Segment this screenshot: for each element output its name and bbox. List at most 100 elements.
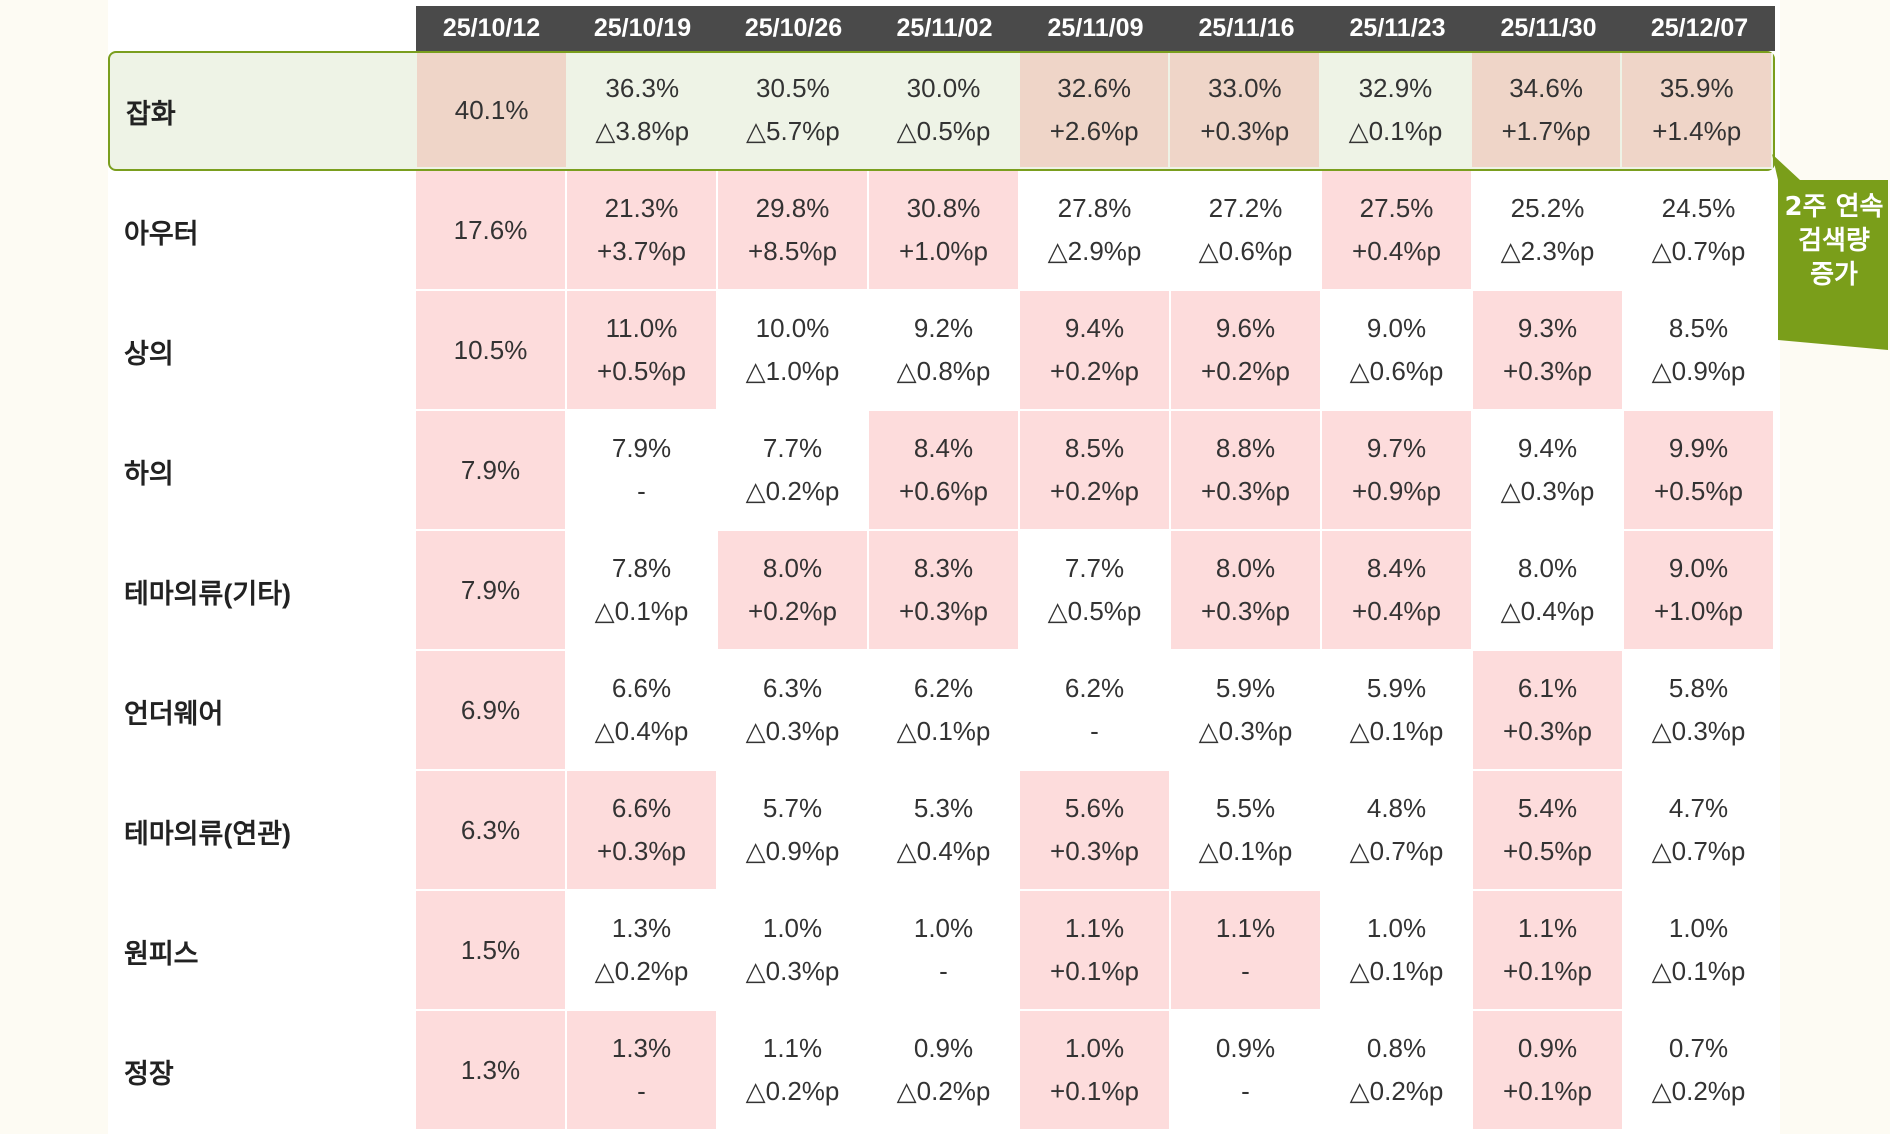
share-value: 5.5% — [1215, 793, 1276, 823]
change-value: +1.4%p — [1652, 116, 1742, 146]
change-value: △0.2%p — [896, 1076, 991, 1106]
change-value: △0.1%p — [1198, 836, 1293, 866]
value-cell: 33.0% +0.3%p — [1170, 53, 1322, 169]
change-value: +0.3%p — [1201, 596, 1290, 626]
share-value: 8.3% — [913, 553, 974, 583]
share-value: 27.2% — [1208, 193, 1283, 223]
value-cell: 9.2% △0.8%p — [869, 291, 1020, 411]
share-value: 4.7% — [1668, 793, 1729, 823]
share-value: 17.6% — [453, 214, 528, 245]
change-value: △0.6%p — [1349, 356, 1444, 386]
value-cell: 30.8% +1.0%p — [869, 171, 1020, 291]
share-value: 5.6% — [1064, 793, 1125, 823]
change-value: +0.3%p — [1200, 116, 1290, 146]
share-value: 1.1% — [762, 1033, 823, 1063]
value-cell: 4.7% △0.7%p — [1624, 771, 1775, 891]
change-value: △0.9%p — [1651, 356, 1746, 386]
change-value: +0.3%p — [1503, 356, 1592, 386]
date-header: 25/11/30 — [1500, 14, 1597, 42]
share-value: 30.8% — [906, 193, 981, 223]
share-value: 9.3% — [1517, 313, 1578, 343]
share-value: 9.0% — [1366, 313, 1427, 343]
value-cell: 0.7% △0.2%p — [1624, 1011, 1775, 1131]
value-cell: 21.3% +3.7%p — [567, 171, 718, 291]
change-value: △0.6%p — [1198, 236, 1293, 266]
share-value: 1.0% — [913, 913, 974, 943]
value-cell: 8.8% +0.3%p — [1171, 411, 1322, 531]
share-value: 7.9% — [460, 454, 521, 485]
callout-shape — [1772, 154, 1888, 350]
category-label: 잡화 — [126, 98, 176, 129]
change-value: △0.7%p — [1651, 236, 1746, 266]
share-value: 1.0% — [762, 913, 823, 943]
value-cell: 0.9% +0.1%p — [1473, 1011, 1624, 1131]
share-value: 9.4% — [1064, 313, 1125, 343]
share-value: 6.9% — [460, 694, 521, 725]
change-value: +0.1%p — [1503, 1076, 1592, 1106]
share-value: 9.2% — [913, 313, 974, 343]
value-cell: 10.0% △1.0%p — [718, 291, 869, 411]
value-cell: 6.3% △0.3%p — [718, 651, 869, 771]
value-cell: 8.4% +0.4%p — [1322, 531, 1473, 651]
share-value: 1.0% — [1668, 913, 1729, 943]
share-value: 7.7% — [1064, 553, 1125, 583]
value-cell: 8.5% +0.2%p — [1020, 411, 1171, 531]
value-cell: 1.0% - — [869, 891, 1020, 1011]
share-value: 6.3% — [762, 673, 823, 703]
value-cell: 9.0% +1.0%p — [1624, 531, 1775, 651]
change-value: △0.4%p — [594, 716, 689, 746]
share-value: 24.5% — [1661, 193, 1736, 223]
change-value: △0.5%p — [1047, 596, 1142, 626]
share-value: 6.6% — [611, 673, 672, 703]
change-value: - — [939, 956, 948, 986]
share-value: 1.3% — [460, 1054, 521, 1085]
change-value: +0.5%p — [1503, 836, 1592, 866]
change-value: +0.1%p — [1050, 956, 1139, 986]
share-value: 6.6% — [611, 793, 672, 823]
change-value: +0.4%p — [1352, 236, 1441, 266]
change-value: △0.1%p — [896, 716, 991, 746]
category-label: 원피스 — [124, 938, 199, 969]
share-value: 5.8% — [1668, 673, 1729, 703]
change-value: +0.3%p — [1201, 476, 1290, 506]
share-value: 8.5% — [1668, 313, 1729, 343]
change-value: +0.2%p — [1050, 356, 1139, 386]
change-value: △0.5%p — [896, 116, 991, 146]
table-row: 원피스 1.5% 1.3% △0.2%p 1.0% △0.3%p 1.0% - 1.1% +0.1… — [108, 891, 1775, 1011]
share-value: 7.7% — [762, 433, 823, 463]
share-value: 0.9% — [1215, 1033, 1276, 1063]
value-cell: 34.6% +1.7%p — [1471, 53, 1623, 169]
share-value: 8.4% — [1366, 553, 1427, 583]
share-value: 34.6% — [1509, 73, 1583, 103]
value-cell: 7.7% △0.2%p — [718, 411, 869, 531]
change-value: +2.6%p — [1049, 116, 1139, 146]
change-value: △0.9%p — [745, 836, 840, 866]
category-label: 상의 — [124, 338, 174, 369]
change-value: +3.7%p — [597, 236, 686, 266]
date-header: 25/11/02 — [896, 14, 993, 42]
date-header: 25/10/26 — [744, 14, 843, 42]
category-label: 아우터 — [124, 218, 199, 249]
value-cell: 8.0% +0.3%p — [1171, 531, 1322, 651]
share-value: 1.5% — [460, 934, 521, 965]
share-value: 6.1% — [1517, 673, 1578, 703]
change-value: △2.9%p — [1047, 236, 1142, 266]
change-value: +1.0%p — [899, 236, 988, 266]
table-row: 상의 10.5% 11.0% +0.5%p 10.0% △1.0%p 9.2% △0.8%p 9… — [108, 291, 1775, 411]
change-value: - — [637, 476, 646, 506]
change-value: △0.3%p — [745, 716, 840, 746]
date-header: 25/11/09 — [1047, 14, 1144, 42]
share-value: 0.8% — [1366, 1033, 1427, 1063]
value-cell: 1.1% +0.1%p — [1473, 891, 1624, 1011]
value-cell: 25.2% △2.3%p — [1473, 171, 1624, 291]
value-cell: 8.4% +0.6%p — [869, 411, 1020, 531]
category-label: 하의 — [124, 458, 174, 489]
share-value: 1.1% — [1517, 913, 1578, 943]
value-cell: 0.9% △0.2%p — [869, 1011, 1020, 1131]
share-value: 5.4% — [1517, 793, 1578, 823]
value-cell: 1.0% +0.1%p — [1020, 1011, 1171, 1131]
share-value: 36.3% — [605, 73, 680, 103]
share-value: 1.1% — [1064, 913, 1125, 943]
value-cell: 1.0% △0.1%p — [1624, 891, 1775, 1011]
share-value: 9.6% — [1215, 313, 1276, 343]
